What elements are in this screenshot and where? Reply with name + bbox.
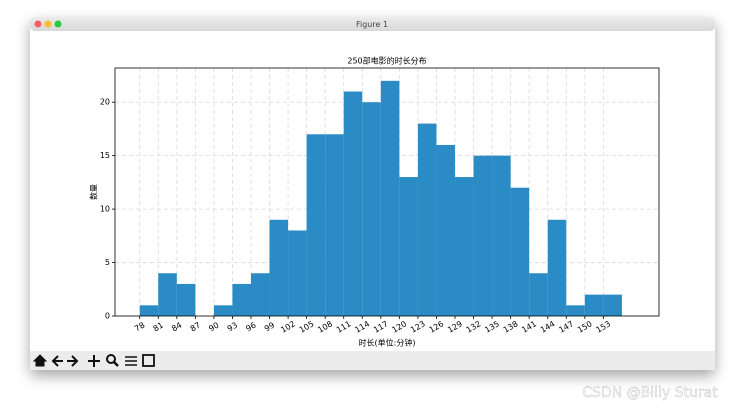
- chart-title: 250部电影的时长分布: [347, 56, 426, 66]
- forward-button[interactable]: [67, 355, 79, 367]
- x-tick-label: 78: [133, 321, 146, 334]
- axes-frame: [114, 67, 660, 317]
- histogram-bar: [325, 134, 344, 316]
- y-axis-label: 数量: [89, 184, 99, 200]
- histogram-bar: [362, 102, 381, 316]
- histogram-bar: [603, 294, 622, 316]
- histogram-bar: [473, 155, 493, 316]
- x-tick-label: 93: [226, 321, 239, 334]
- zoom-tool-button[interactable]: [106, 354, 119, 367]
- y-tick-label: 5: [105, 258, 110, 267]
- configure-button[interactable]: [125, 356, 137, 366]
- histogram-bar: [213, 305, 233, 316]
- histogram-bar: [380, 80, 400, 317]
- x-tick-label: 99: [263, 321, 276, 334]
- histogram-bar: [492, 155, 511, 316]
- window-title: Figure 1: [356, 20, 388, 29]
- x-tick-label: 90: [207, 321, 220, 334]
- x-axis-label: 时长(单位:分钟): [359, 338, 416, 348]
- toolbar: [30, 351, 715, 370]
- histogram-bar: [584, 294, 604, 316]
- home-button[interactable]: [32, 354, 48, 367]
- histogram-bar: [436, 144, 455, 316]
- y-tick-label: 20: [100, 98, 110, 107]
- histogram-bar: [343, 91, 363, 316]
- histogram-bar: [232, 283, 251, 316]
- histogram-bar: [251, 273, 270, 316]
- zoom-button[interactable]: [54, 20, 62, 28]
- y-tick-label: 0: [105, 312, 110, 321]
- y-tick-label: 15: [100, 151, 110, 160]
- histogram-bar: [176, 283, 196, 316]
- save-button[interactable]: [142, 354, 155, 367]
- histogram-bar: [529, 273, 548, 316]
- x-tick-label: 84: [170, 321, 183, 334]
- histogram-bar: [158, 273, 177, 316]
- y-tick-label: 10: [100, 205, 110, 214]
- minimize-button[interactable]: [44, 20, 52, 28]
- histogram-bar: [510, 187, 530, 316]
- histogram-bar: [306, 134, 326, 316]
- histogram-bar: [399, 177, 418, 316]
- x-tick-label: 96: [244, 321, 257, 334]
- histogram-bar: [547, 219, 567, 316]
- x-tick-label: 81: [152, 321, 165, 334]
- histogram-bar: [417, 123, 437, 316]
- histogram-bar: [455, 177, 474, 316]
- histogram-bar: [288, 230, 307, 316]
- histogram-bar: [269, 219, 289, 316]
- back-button[interactable]: [51, 355, 63, 367]
- close-button[interactable]: [34, 20, 42, 28]
- x-tick-label: 87: [189, 321, 202, 334]
- toolbar-icons: [32, 354, 155, 367]
- histogram-bar: [566, 305, 585, 316]
- watermark: CSDN @Billy Sturat: [582, 385, 718, 401]
- pan-button[interactable]: [88, 355, 100, 367]
- histogram-bar: [139, 305, 159, 316]
- title-bar: [30, 17, 715, 31]
